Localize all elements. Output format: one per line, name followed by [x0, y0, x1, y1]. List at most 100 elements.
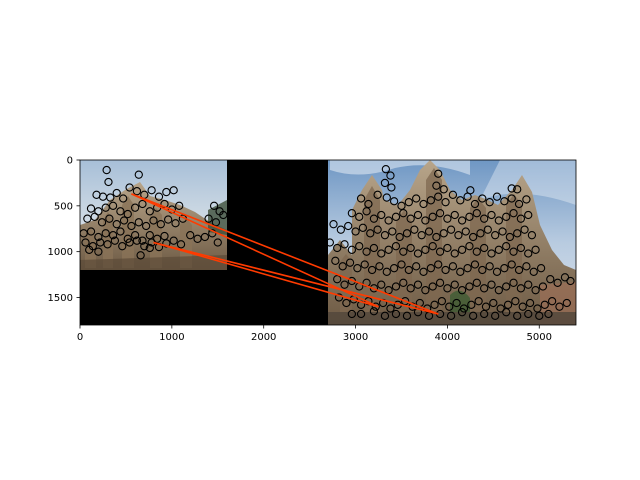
keypoint-marker [437, 297, 447, 306]
keypoint-marker [509, 247, 518, 256]
keypoint-marker [428, 282, 437, 291]
keypoint-marker [465, 242, 474, 251]
keypoint-marker [356, 194, 366, 203]
keypoint-marker [547, 297, 557, 306]
y-tick-label: 0 [67, 156, 73, 167]
keypoint-marker [116, 207, 125, 216]
keypoint-marker [186, 231, 195, 240]
keypoint-marker [502, 242, 511, 251]
keypoint-marker [513, 311, 522, 320]
keypoint-marker [125, 238, 134, 247]
keypoint-marker [360, 260, 369, 269]
keypoint-marker [364, 199, 373, 209]
keypoint-marker [536, 264, 546, 273]
x-tick-label: 1000 [159, 332, 184, 343]
keypoint-marker [336, 225, 346, 234]
keypoint-marker [452, 298, 461, 308]
keypoint-marker [404, 198, 413, 207]
keypoint-marker [86, 227, 96, 236]
keypoint-marker [134, 218, 143, 227]
x-axis: 0 1000 2000 3000 4000 5000 [77, 325, 552, 343]
keypoint-marker [450, 249, 459, 258]
keypoint-marker [419, 199, 428, 209]
keypoint-marker [112, 220, 121, 229]
keypoint-marker [406, 214, 415, 223]
keypoint-marker [373, 190, 382, 199]
keypoint-marker [384, 216, 393, 225]
keypoint-marker [439, 229, 448, 238]
keypoint-marker [494, 245, 503, 254]
keypoint-marker [145, 207, 154, 216]
keypoint-marker [138, 236, 147, 245]
keypoint-marker [413, 280, 423, 289]
keypoint-marker [524, 280, 533, 289]
keypoint-marker [377, 280, 386, 289]
keypoint-marker [448, 190, 458, 199]
keypoint-marker [555, 302, 564, 311]
keypoint-marker [485, 198, 494, 207]
keypoint-marker [435, 209, 445, 218]
keypoint-marker [106, 193, 115, 202]
keypoint-marker [175, 201, 184, 210]
keypoint-marker [454, 231, 463, 240]
keypoint-marker [406, 243, 415, 253]
keypoint-marker [424, 227, 434, 236]
keypoint-marker [154, 192, 164, 201]
keypoint-marker [518, 302, 527, 311]
keypoint-marker [125, 183, 134, 192]
keypoint-marker [511, 297, 520, 306]
keypoint-marker [430, 300, 439, 309]
keypoint-marker [421, 216, 430, 225]
keypoint-marker [516, 214, 526, 223]
keypoint-marker [371, 302, 380, 311]
keypoint-marker [119, 194, 128, 203]
keypoint-marker [509, 209, 518, 218]
keypoint-marker [468, 311, 478, 320]
keypoint-marker [492, 192, 502, 201]
keypoint-marker [553, 278, 562, 287]
keypoint-marker [538, 282, 548, 291]
keypoint-marker [333, 243, 342, 253]
keypoint-marker [507, 260, 516, 269]
keypoint-marker [498, 227, 507, 236]
keypoint-marker [478, 194, 487, 203]
keypoint-marker [524, 210, 533, 220]
keypoint-marker [108, 231, 118, 240]
keypoint-marker [83, 214, 92, 223]
keypoint-marker [410, 225, 419, 234]
keypoint-marker [483, 225, 492, 234]
keypoint-marker [487, 280, 496, 289]
keypoint-marker [325, 238, 334, 247]
keypoint-marker [502, 282, 511, 291]
match-line [153, 241, 379, 308]
keypoint-marker [428, 212, 437, 221]
keypoint-marker [147, 186, 156, 195]
keypoint-marker [369, 243, 379, 253]
keypoint-marker [380, 231, 390, 240]
plot-area [80, 160, 576, 325]
keypoint-marker [329, 220, 338, 229]
keypoint-marker [529, 267, 538, 276]
keypoint-marker [450, 280, 459, 289]
x-tick-label: 5000 [527, 332, 552, 343]
keypoint-marker [476, 229, 485, 238]
keypoint-marker [132, 187, 142, 196]
keypoint-marker [355, 212, 364, 221]
keypoint-marker [204, 214, 213, 223]
keypoint-marker [112, 188, 121, 198]
keypoint-marker [513, 229, 522, 238]
keypoint-marker [176, 240, 186, 249]
keypoint-marker [130, 231, 140, 240]
keypoint-marker [391, 242, 401, 251]
keypoint-marker [461, 227, 470, 236]
keypoint-marker [419, 267, 428, 276]
keypoint-marker [356, 309, 366, 319]
keypoint-marker [531, 286, 540, 295]
keypoint-marker [367, 265, 377, 275]
keypoint-marker [331, 256, 340, 265]
keypoint-marker [472, 278, 481, 287]
keypoint-marker [509, 278, 518, 287]
keypoint-marker [340, 280, 349, 289]
keypoint-marker [342, 298, 351, 308]
keypoint-marker [412, 262, 421, 271]
